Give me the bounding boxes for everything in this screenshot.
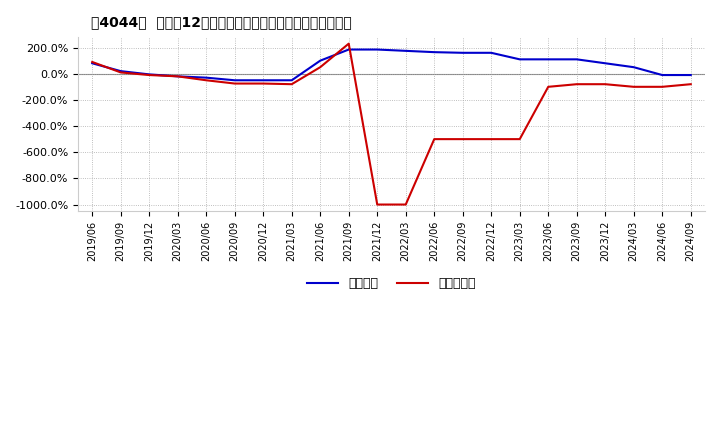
経常利益 [373, 47, 382, 52]
当期純利益 [430, 136, 438, 142]
経常利益 [344, 47, 353, 52]
当期純利益 [117, 70, 125, 75]
当期純利益 [88, 59, 96, 65]
経常利益 [145, 72, 153, 77]
当期純利益 [487, 136, 495, 142]
経常利益 [430, 50, 438, 55]
経常利益 [230, 77, 239, 83]
経常利益 [259, 77, 268, 83]
経常利益 [601, 61, 610, 66]
当期純利益 [202, 77, 210, 83]
当期純利益 [259, 81, 268, 86]
当期純利益 [658, 84, 667, 89]
Text: ［4044］  利益の12か月移動合計の対前年同期増減率の推移: ［4044］ 利益の12か月移動合計の対前年同期増減率の推移 [91, 15, 351, 29]
当期純利益 [629, 84, 638, 89]
経常利益 [459, 50, 467, 55]
Legend: 経常利益, 当期純利益: 経常利益, 当期純利益 [302, 272, 481, 295]
経常利益 [287, 77, 296, 83]
経常利益 [487, 50, 495, 55]
経常利益 [402, 48, 410, 54]
Line: 当期純利益: 当期純利益 [92, 44, 690, 205]
経常利益 [629, 65, 638, 70]
Line: 経常利益: 経常利益 [92, 50, 690, 80]
経常利益 [117, 69, 125, 74]
当期純利益 [344, 41, 353, 46]
経常利益 [202, 75, 210, 80]
当期純利益 [373, 202, 382, 207]
経常利益 [544, 57, 552, 62]
当期純利益 [686, 81, 695, 87]
当期純利益 [459, 136, 467, 142]
経常利益 [572, 57, 581, 62]
当期純利益 [572, 81, 581, 87]
当期純利益 [402, 202, 410, 207]
当期純利益 [516, 136, 524, 142]
当期純利益 [544, 84, 552, 89]
当期純利益 [287, 81, 296, 87]
経常利益 [174, 74, 182, 79]
経常利益 [316, 58, 325, 63]
当期純利益 [230, 81, 239, 86]
経常利益 [88, 61, 96, 66]
当期純利益 [601, 81, 610, 87]
当期純利益 [174, 74, 182, 79]
当期純利益 [316, 65, 325, 70]
当期純利益 [145, 73, 153, 78]
経常利益 [658, 73, 667, 78]
経常利益 [516, 57, 524, 62]
経常利益 [686, 73, 695, 78]
